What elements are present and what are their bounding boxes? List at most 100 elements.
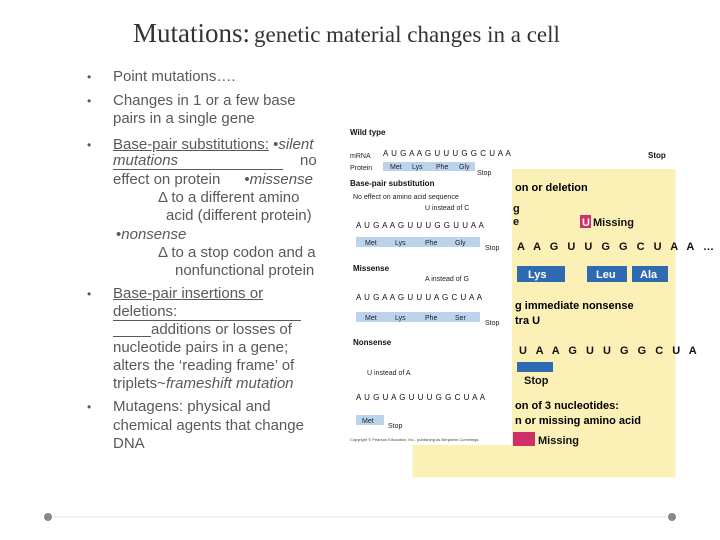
label: Stop — [524, 375, 549, 387]
text-line: Δ to a stop codon and a — [158, 244, 316, 262]
text: mutations — [113, 153, 283, 170]
text: pairs in a single gene — [113, 110, 255, 127]
label: Missing — [538, 435, 579, 447]
text: Δ to a different amino — [158, 189, 300, 206]
label: Gly — [455, 240, 466, 247]
label: U instead of A — [367, 370, 411, 377]
label: tra U — [515, 315, 540, 327]
label: Wild type — [350, 128, 386, 137]
text: nucleotide pairs in a gene; — [113, 339, 289, 356]
label: e — [513, 216, 519, 228]
marker — [513, 432, 535, 446]
text-line: Δ to a different amino — [158, 189, 300, 207]
label: Ala — [640, 269, 658, 281]
footer-dot — [44, 513, 52, 521]
sequence: U A A G U U G G C U A — [519, 345, 700, 357]
protein-bar — [356, 415, 384, 425]
text: missense — [249, 171, 313, 188]
text: Mutagens: physical and — [113, 398, 271, 415]
title-rest: genetic material changes in a cell — [254, 22, 560, 47]
bullet: • — [87, 94, 92, 108]
label: mRNA — [350, 153, 371, 160]
left-panel — [348, 127, 512, 445]
title: Mutations: genetic material changes in a… — [133, 18, 560, 49]
label: n or missing amino acid — [515, 415, 641, 427]
bullet: • — [87, 400, 92, 414]
text-line: DNA — [113, 435, 145, 453]
bullet: • — [87, 287, 92, 301]
label: Lys — [395, 315, 406, 322]
label: Phe — [425, 240, 438, 247]
text-line: Mutagens: physical and — [113, 398, 271, 416]
marker — [580, 215, 591, 228]
text-line: Base-pair insertions or — [113, 285, 263, 303]
text: chemical agents that change — [113, 417, 304, 434]
text: Point mutations…. — [113, 68, 236, 85]
text: • — [244, 171, 250, 188]
label: Lys — [528, 269, 547, 281]
sequence: A U G A A G U U U G G C U A A — [383, 149, 511, 158]
label: g — [513, 203, 520, 215]
sequence: A U G U A G U U U G G C U A A — [356, 393, 486, 402]
label: Phe — [436, 164, 449, 171]
label: Leu — [596, 269, 616, 281]
text-line: chemical agents that change — [113, 417, 304, 435]
protein-box — [632, 266, 668, 282]
label: Stop — [485, 320, 500, 327]
text: acid (different protein) — [166, 207, 312, 224]
title-lead: Mutations: — [133, 18, 251, 48]
label: U — [582, 217, 590, 229]
text-line: nonfunctional protein — [175, 262, 314, 280]
label: Base-pair substitution — [350, 179, 435, 188]
label: Lys — [412, 164, 423, 171]
underline-blank — [113, 321, 151, 337]
protein-bar — [356, 312, 480, 322]
text: Changes in 1 or a few base — [113, 92, 296, 109]
stop-bar — [517, 362, 553, 372]
text: effect on protein — [113, 171, 221, 188]
text-line: alters the ‘reading frame’ of — [113, 357, 294, 375]
protein-bar — [383, 162, 475, 171]
label: Lys — [395, 240, 406, 247]
text: silent — [278, 136, 314, 153]
sequence: A A G U U G G C U A A … — [517, 241, 717, 253]
sequence: A U G A A G U U U A G C U A A — [356, 293, 483, 302]
text-line: Point mutations…. — [113, 68, 236, 86]
text-line: Base-pair substitutions: •silent — [113, 136, 313, 154]
text-line: mutations no — [113, 152, 317, 170]
text: Base-pair insertions or — [113, 285, 264, 302]
label: on or deletion — [515, 182, 588, 194]
text-line: nucleotide pairs in a gene; — [113, 339, 288, 357]
protein-bar — [356, 237, 480, 247]
copyright: Copyright © Pearson Education, Inc., pub… — [350, 437, 479, 442]
label: Met — [362, 418, 374, 425]
text: deletions: — [113, 304, 301, 321]
footer-dot — [668, 513, 676, 521]
bullet: • — [87, 70, 92, 84]
text: nonfunctional protein — [175, 262, 315, 279]
text: • — [116, 226, 122, 243]
label: Stop — [648, 151, 666, 160]
label: Missense — [353, 264, 390, 273]
text: triplets~ — [113, 375, 166, 392]
label: Met — [365, 315, 377, 322]
label: Nonsense — [353, 338, 392, 347]
text-line: Changes in 1 or a few base — [113, 92, 296, 110]
label: Missing — [593, 217, 634, 229]
label: g immediate nonsense — [515, 300, 634, 312]
text: alters the ‘reading frame’ of — [113, 357, 295, 374]
text-line: •nonsense — [116, 226, 186, 244]
label: No effect on amino acid sequence — [353, 194, 459, 201]
text-line: deletions: — [113, 303, 301, 321]
text: • — [268, 136, 279, 153]
label: Protein — [350, 165, 372, 172]
text: no — [300, 152, 317, 169]
label: Gly — [459, 164, 470, 171]
protein-box — [517, 266, 565, 282]
label: Met — [390, 164, 402, 171]
bullet: • — [87, 138, 92, 152]
text: Base-pair substitutions: — [113, 136, 269, 153]
sequence: A U G A A G U U U G G U U A A — [356, 221, 484, 230]
